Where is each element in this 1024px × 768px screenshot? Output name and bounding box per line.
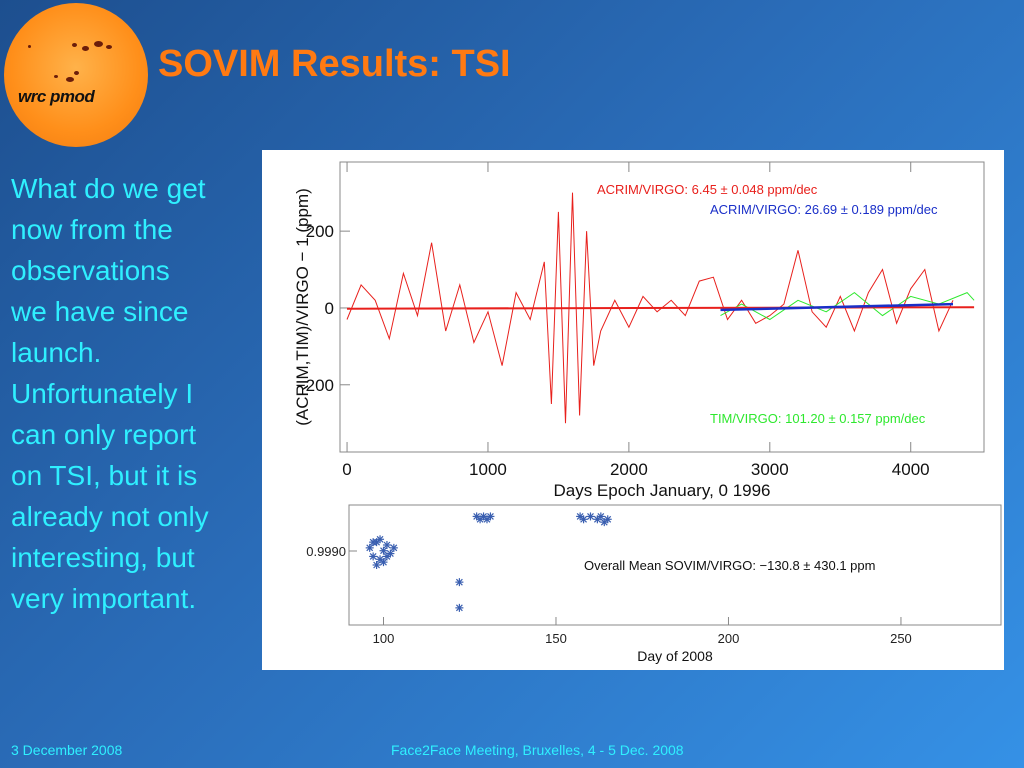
scatter-x-tick-label: 250 [890, 631, 912, 646]
chart-svg: 0.9990 Overall Mean SOVIM/VIRGO: −130.8 … [262, 150, 1004, 664]
scatter-annotation: Overall Mean SOVIM/VIRGO: −130.8 ± 430.1… [584, 558, 875, 573]
body-line: now from the [11, 214, 173, 245]
scatter-plot-frame [348, 504, 1002, 626]
line-x-tick-label: 1000 [469, 460, 507, 479]
chart-figure: 0.9990 Overall Mean SOVIM/VIRGO: −130.8 … [262, 150, 1004, 670]
logo-text: wrc pmod [18, 87, 95, 106]
body-line: observations [11, 255, 170, 286]
body-line: very important. [11, 583, 197, 614]
scatter-point [596, 512, 605, 521]
line-y-tick-label: 0 [325, 299, 334, 318]
scatter-point [486, 512, 495, 521]
scatter-point [379, 546, 388, 555]
line-x-tick-label: 0 [342, 460, 351, 479]
sun-logo: wrc pmod [4, 3, 148, 147]
line-x-tick-label: 3000 [751, 460, 789, 479]
scatter-x-tick-label: 100 [373, 631, 395, 646]
tim-green-annotation: TIM/VIRGO: 101.20 ± 0.157 ppm/dec [710, 411, 926, 426]
slide-title: SOVIM Results: TSI [158, 43, 511, 85]
scatter-x-tick-label: 150 [545, 631, 567, 646]
scatter-point [379, 558, 388, 567]
line-y-axis-label: (ACRIM,TIM)/VIRGO − 1 (ppm) [293, 188, 312, 426]
acrim-blue-trend-line [720, 302, 954, 312]
scatter-point [376, 535, 385, 544]
tim-virgo-green-series [720, 291, 975, 321]
body-text: What do we get now from the observations we… [11, 168, 257, 619]
scatter-point [455, 578, 464, 587]
scatter-point [382, 552, 391, 561]
scatter-point [372, 561, 381, 569]
line-y-tick-label: −200 [296, 376, 334, 395]
tsi-ratio-line-plot: (ACRIM,TIM)/VIRGO − 1 (ppm) Days Epoch J… [293, 161, 985, 500]
scatter-y-tick-label: 0.9990 [306, 544, 346, 559]
footer-date: 3 December 2008 [11, 742, 123, 758]
scatter-point [389, 543, 398, 552]
scatter-x-axis-label: Day of 2008 [637, 648, 713, 664]
body-line: already not only [11, 501, 209, 532]
scatter-point [365, 543, 374, 552]
scatter-point [603, 515, 612, 524]
body-line: on TSI, but it is [11, 460, 198, 491]
line-plot-background [262, 150, 1004, 495]
scatter-point [579, 515, 588, 524]
sovim-scatter-plot: 0.9990 Overall Mean SOVIM/VIRGO: −130.8 … [306, 504, 1002, 664]
scatter-point [369, 538, 378, 547]
line-x-axis-label: Days Epoch January, 0 1996 [553, 481, 770, 500]
footer-event: Face2Face Meeting, Bruxelles, 4 - 5 Dec.… [391, 742, 684, 758]
acrim-red-trend-line [346, 306, 975, 310]
line-y-tick-label: 200 [306, 222, 334, 241]
body-line: can only report [11, 419, 197, 450]
acrim-blue-annotation: ACRIM/VIRGO: 26.69 ± 0.189 ppm/dec [710, 202, 938, 217]
scatter-point [369, 552, 378, 561]
acrim-virgo-red-series [346, 192, 954, 424]
body-line: interesting, but [11, 542, 195, 573]
scatter-point [382, 541, 391, 549]
body-line: Unfortunately I [11, 378, 194, 409]
line-x-tick-label: 2000 [610, 460, 648, 479]
body-line: launch. [11, 337, 102, 368]
line-x-tick-label: 4000 [892, 460, 930, 479]
scatter-x-tick-label: 200 [718, 631, 740, 646]
body-line: we have since [11, 296, 189, 327]
line-plot-frame [339, 161, 985, 453]
acrim-red-annotation: ACRIM/VIRGO: 6.45 ± 0.048 ppm/dec [597, 182, 818, 197]
scatter-point [586, 512, 595, 521]
scatter-point [455, 603, 464, 612]
body-line: What do we get [11, 173, 206, 204]
